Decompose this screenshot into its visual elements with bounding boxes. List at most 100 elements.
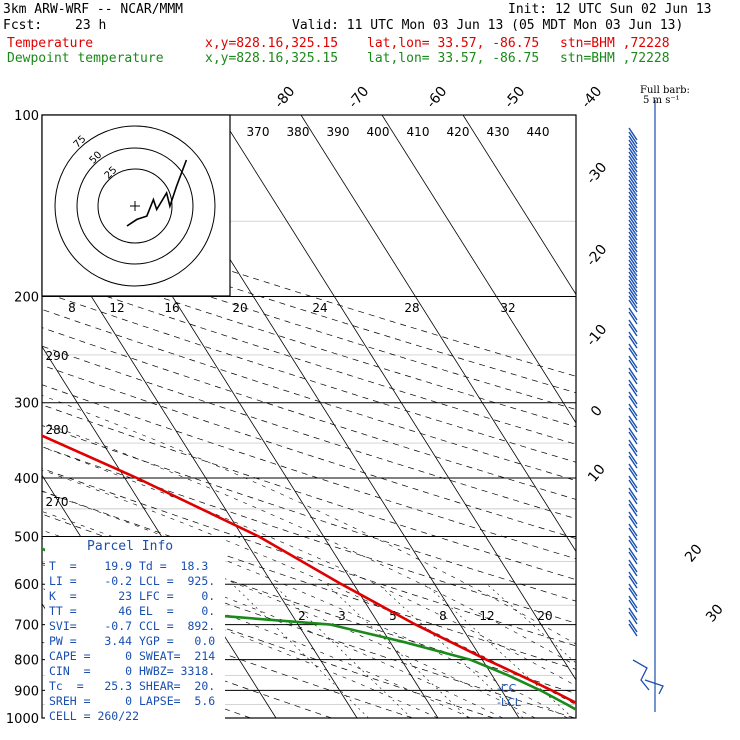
pressure-label: 200 <box>14 291 39 306</box>
wind-barb <box>628 559 638 573</box>
pressure-label: 1000 <box>6 712 39 727</box>
wind-barb <box>628 407 638 421</box>
wind-barb <box>628 467 638 481</box>
wind-barb <box>628 331 638 345</box>
hodograph-ring <box>97 168 173 244</box>
wind-barb <box>628 347 638 361</box>
wind-barb <box>628 271 638 285</box>
wind-speed-scale-label: 28 <box>404 301 419 315</box>
wind-barb <box>628 287 638 301</box>
dry-adiabat-line <box>42 274 576 445</box>
wind-barb <box>628 547 638 561</box>
isotherm-label: -80 <box>271 84 298 112</box>
wind-barb <box>628 275 638 289</box>
pressure-label: 300 <box>14 397 39 412</box>
wind-barb <box>628 243 638 257</box>
wind-barb <box>628 571 638 585</box>
wind-barb <box>628 551 638 565</box>
mixing-ratio-label: 5 <box>389 609 397 623</box>
wind-speed-scale-label: 24 <box>312 301 327 315</box>
wind-barb <box>628 355 638 369</box>
dry-adiabat-line <box>42 587 413 718</box>
wind-barb <box>628 259 638 273</box>
dewpoint-latlon: lat,lon= 33.57, -86.75 <box>367 51 540 66</box>
wind-barb <box>628 587 638 601</box>
wind-barb <box>628 503 638 517</box>
isotherm-label: -30 <box>583 160 610 188</box>
wind-barb <box>628 511 638 525</box>
wind-barb <box>628 395 638 409</box>
parcel-info-row: LI = -0.2 LCL = 925. <box>49 574 216 588</box>
wind-barb <box>628 219 638 233</box>
parcel-info-row: T = 19.9 Td = 18.3 <box>49 559 209 573</box>
wind-barb <box>628 175 638 189</box>
dry-adiabat-line <box>42 345 576 520</box>
wind-barb <box>628 187 638 201</box>
wind-barb <box>628 527 638 541</box>
isotherm-label: -60 <box>423 84 450 112</box>
wind-speed-scale-label: 32 <box>500 301 515 315</box>
pressure-label: 800 <box>14 654 39 669</box>
wind-barb <box>628 583 638 597</box>
wind-barb <box>628 491 638 505</box>
parcel-info-row: SREH = 0 LAPSE= 5.6 <box>49 694 216 708</box>
wind-barb <box>628 163 638 177</box>
wind-barb <box>628 499 638 513</box>
wind-barb <box>628 379 638 393</box>
mixing-ratio-line <box>486 584 576 664</box>
wind-barb <box>628 475 638 489</box>
parcel-info-row: CAPE = 0 SWEAT= 214 <box>49 649 216 663</box>
wind-barb <box>628 455 638 469</box>
wind-barb <box>628 143 638 157</box>
mixing-ratio-label: 3 <box>338 609 346 623</box>
wind-barb <box>628 239 638 253</box>
parcel-info-row: TT = 46 EL = 0. <box>49 604 216 618</box>
wind-barb <box>628 463 638 477</box>
dry-adiabat-line <box>42 240 576 410</box>
wind-barb <box>628 263 638 277</box>
wind-barb <box>628 599 638 613</box>
wind-barb <box>628 139 638 153</box>
temperature-latlon: lat,lon= 33.57, -86.75 <box>367 36 540 51</box>
wind-barb <box>628 595 638 609</box>
wind-barb <box>628 419 638 433</box>
wind-barb <box>628 319 638 333</box>
theta-label-left: 270 <box>46 495 69 509</box>
wind-speed-scale-label: 12 <box>109 301 124 315</box>
dewpoint-legend: Dewpoint temperature <box>7 51 164 66</box>
dewpoint-station: stn=BHM ,72228 <box>560 51 670 66</box>
wind-barb <box>628 415 638 429</box>
wind-barb <box>628 179 638 193</box>
mixing-ratio-line <box>232 584 369 718</box>
isotherm-label: 0 <box>588 403 606 420</box>
isotherm-label: 10 <box>585 461 609 485</box>
wind-barb <box>628 359 638 373</box>
wind-barb <box>628 619 638 633</box>
wind-barb <box>628 183 638 197</box>
dry-adiabat-line <box>42 327 576 500</box>
wind-barb <box>628 127 638 141</box>
hodograph-ring <box>54 125 216 287</box>
isotherm-line <box>381 115 576 424</box>
dry-adiabat-line <box>42 468 576 647</box>
wind-barb <box>628 211 638 225</box>
dry-adiabat-line <box>42 562 494 718</box>
wind-barb <box>628 207 638 221</box>
theta-label: 410 <box>407 125 430 139</box>
wind-barb <box>628 191 638 205</box>
hodograph-ring <box>76 147 194 265</box>
wind-barb <box>628 623 638 637</box>
wind-barb <box>628 343 638 357</box>
wind-key-barb-label: Full barb: <box>640 85 690 96</box>
parcel-info-row: PW = 3.44 YGP = 0.0 <box>49 634 216 648</box>
wind-barb <box>628 391 638 405</box>
temperature-profile <box>42 434 576 705</box>
dry-adiabat-line <box>42 224 576 394</box>
isotherm-line <box>300 115 576 553</box>
hodograph-trace <box>126 159 188 227</box>
wind-barb <box>628 427 638 441</box>
isotherm-line <box>462 115 576 296</box>
parcel-info-title: Parcel Info <box>87 539 174 554</box>
wind-barb <box>628 223 638 237</box>
